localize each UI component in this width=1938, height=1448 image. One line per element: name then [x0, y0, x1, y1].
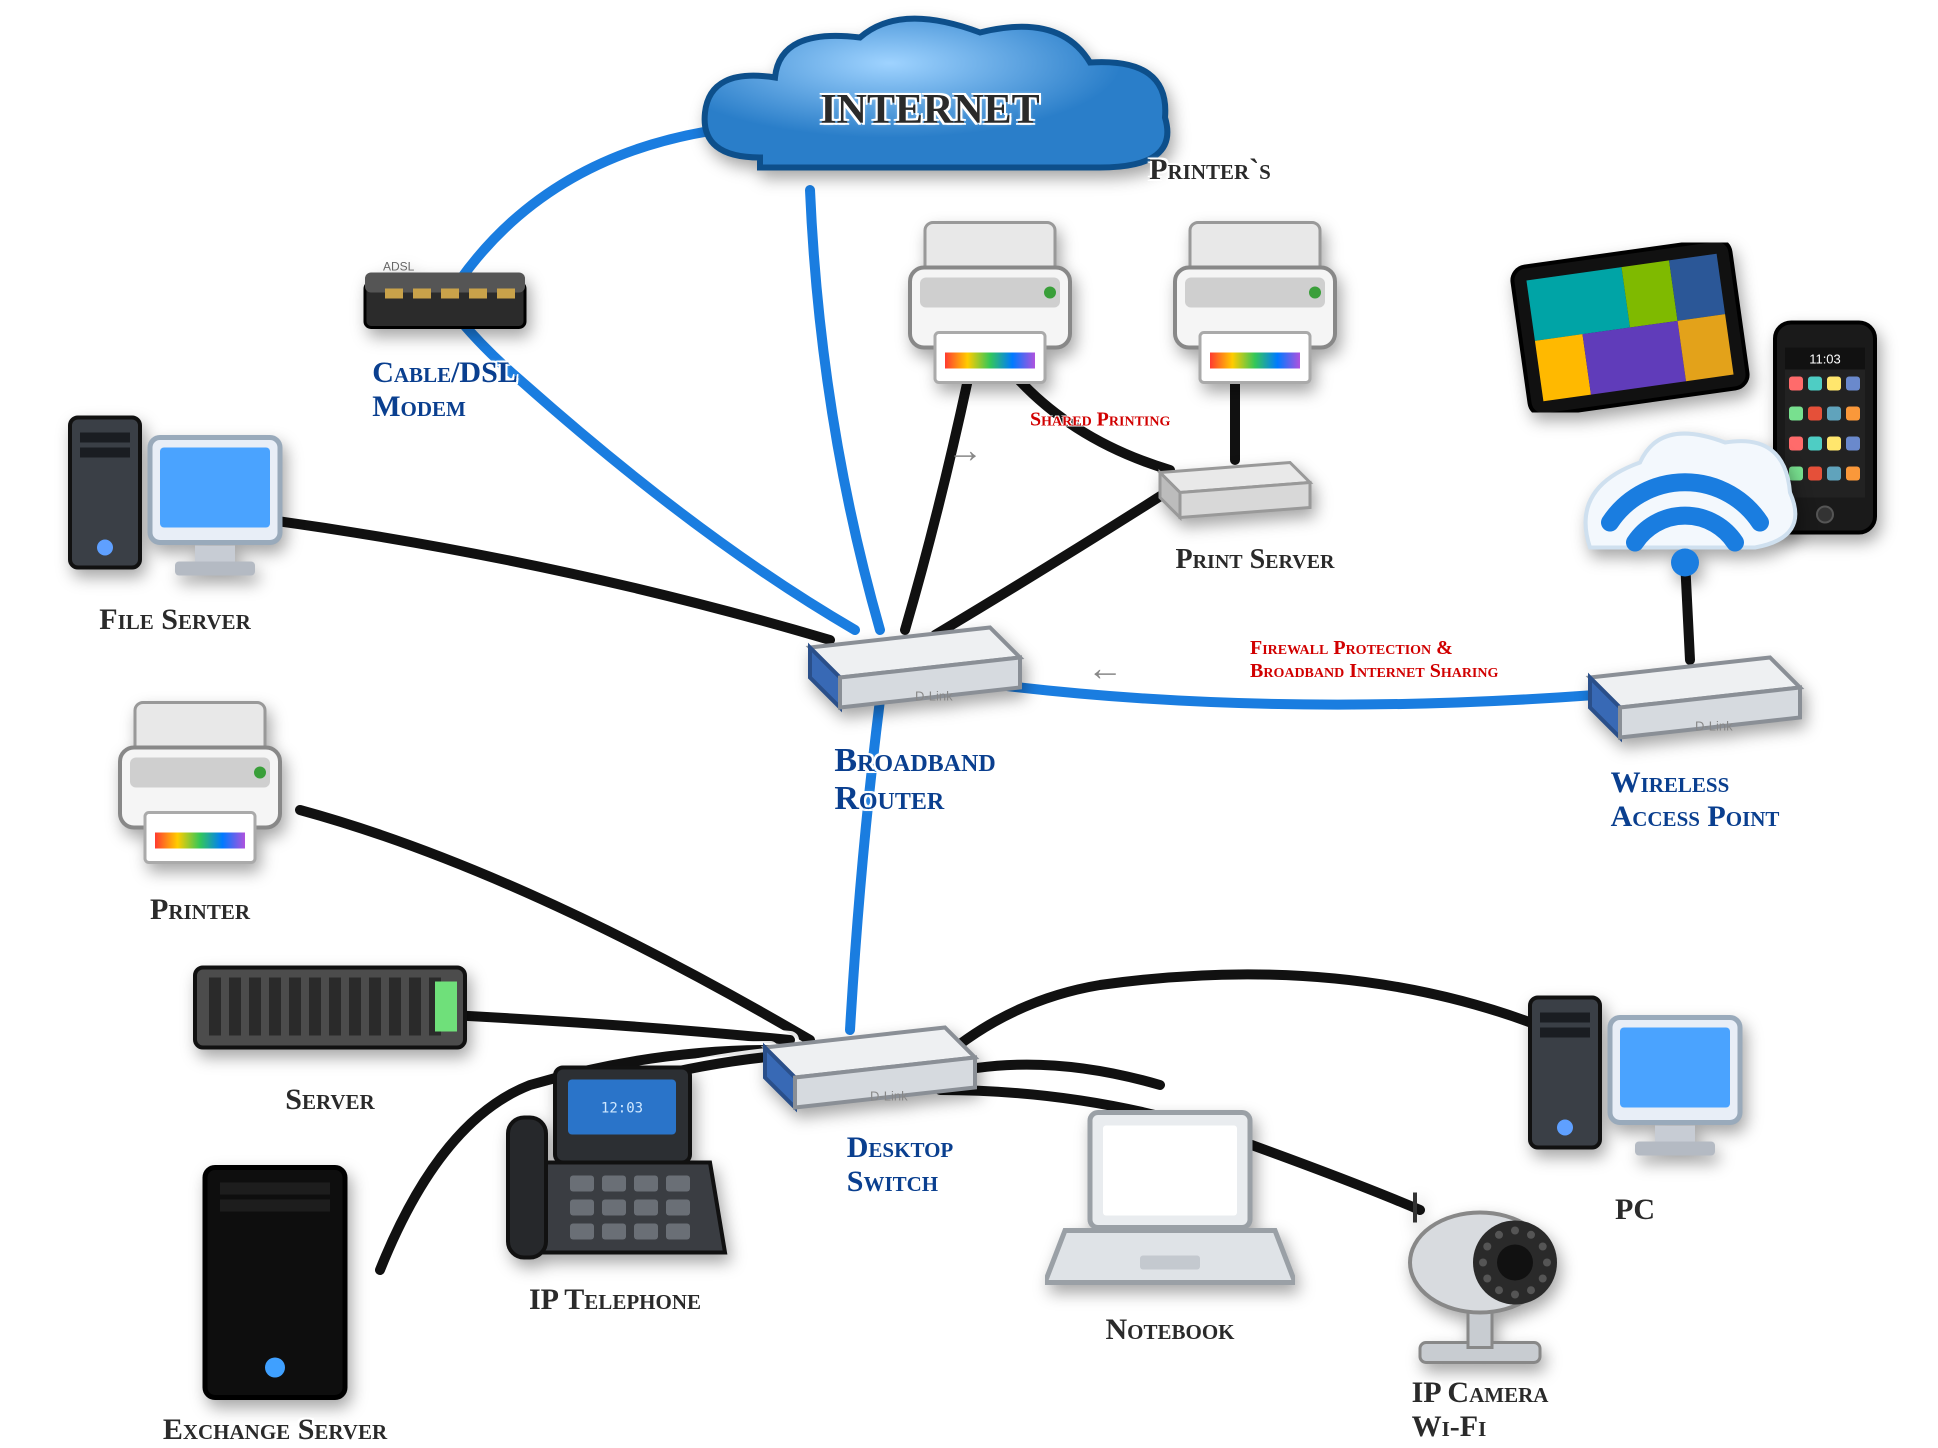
wifi-icon — [1550, 408, 1810, 593]
arrow-firewall: ← — [1087, 647, 1123, 689]
label-fileserver: File Server — [99, 603, 250, 637]
router-icon: D-Link — [795, 613, 1035, 728]
router-icon: D-Link — [750, 1013, 990, 1128]
node-notebook — [1045, 1098, 1295, 1303]
node-printerL — [100, 693, 300, 888]
label-pc: PC — [1615, 1193, 1655, 1227]
label-printers_lbl: Printer`s — [1149, 153, 1271, 187]
label-ipcam: IP Camera Wi-Fi — [1412, 1376, 1549, 1444]
node-pc — [1520, 978, 1750, 1183]
node-exchange — [175, 1158, 375, 1423]
modem-icon: ADSL — [355, 253, 535, 348]
svg-text:ADSL: ADSL — [383, 260, 415, 274]
svg-text:11:03: 11:03 — [1809, 352, 1841, 367]
tablet-icon — [1510, 243, 1750, 418]
tower_black-icon — [175, 1158, 375, 1423]
node-printserver — [1150, 448, 1320, 533]
label-internet: INTERNET — [820, 86, 1039, 134]
node-wap: D-Link — [1575, 643, 1815, 758]
ipphone-icon: 12:03 — [500, 1058, 730, 1283]
printer-icon — [890, 213, 1090, 408]
printer-icon — [1155, 213, 1355, 408]
label-switch: Desktop Switch — [847, 1131, 953, 1199]
svg-text:D-Link: D-Link — [1695, 719, 1733, 734]
router-icon: D-Link — [1575, 643, 1815, 758]
label-printserver: Print Server — [1176, 544, 1335, 576]
label-wap: Wireless Access Point — [1611, 766, 1780, 834]
svg-text:D-Link: D-Link — [870, 1089, 908, 1104]
svg-text:12:03: 12:03 — [601, 1101, 643, 1117]
label-router: Broadband Router — [834, 742, 995, 818]
laptop-icon — [1045, 1098, 1295, 1303]
node-switch: D-Link — [750, 1013, 990, 1128]
node-tablet — [1510, 243, 1750, 418]
label-notebook: Notebook — [1105, 1313, 1234, 1347]
tower_monitor-icon — [60, 398, 290, 603]
annot-shared_printing: Shared Printing — [1030, 409, 1170, 432]
label-server: Server — [285, 1083, 374, 1117]
arrow-shared_printing: → — [947, 429, 983, 471]
printer-icon — [100, 693, 300, 888]
node-wifi — [1550, 408, 1810, 593]
label-printerL: Printer — [150, 893, 250, 927]
node-router: D-Link — [795, 613, 1035, 728]
node-ipphone: 12:03 — [500, 1058, 730, 1283]
tower_monitor-icon — [1520, 978, 1750, 1183]
node-fileserver — [60, 398, 290, 603]
node-server — [185, 948, 475, 1073]
label-exchange: Exchange Server — [163, 1413, 387, 1447]
node-modem: ADSL — [355, 253, 535, 348]
label-modem: Cable/DSL Modem — [372, 356, 518, 424]
camera-icon — [1380, 1193, 1580, 1388]
node-ipcam — [1380, 1193, 1580, 1388]
svg-text:D-Link: D-Link — [915, 689, 953, 704]
box_small-icon — [1150, 448, 1320, 533]
rack-icon — [185, 948, 475, 1073]
node-printerB — [1155, 213, 1355, 408]
label-ipphone: IP Telephone — [529, 1283, 701, 1317]
annot-firewall: Firewall Protection & Broadband Internet… — [1250, 637, 1498, 683]
node-printerA — [890, 213, 1090, 408]
